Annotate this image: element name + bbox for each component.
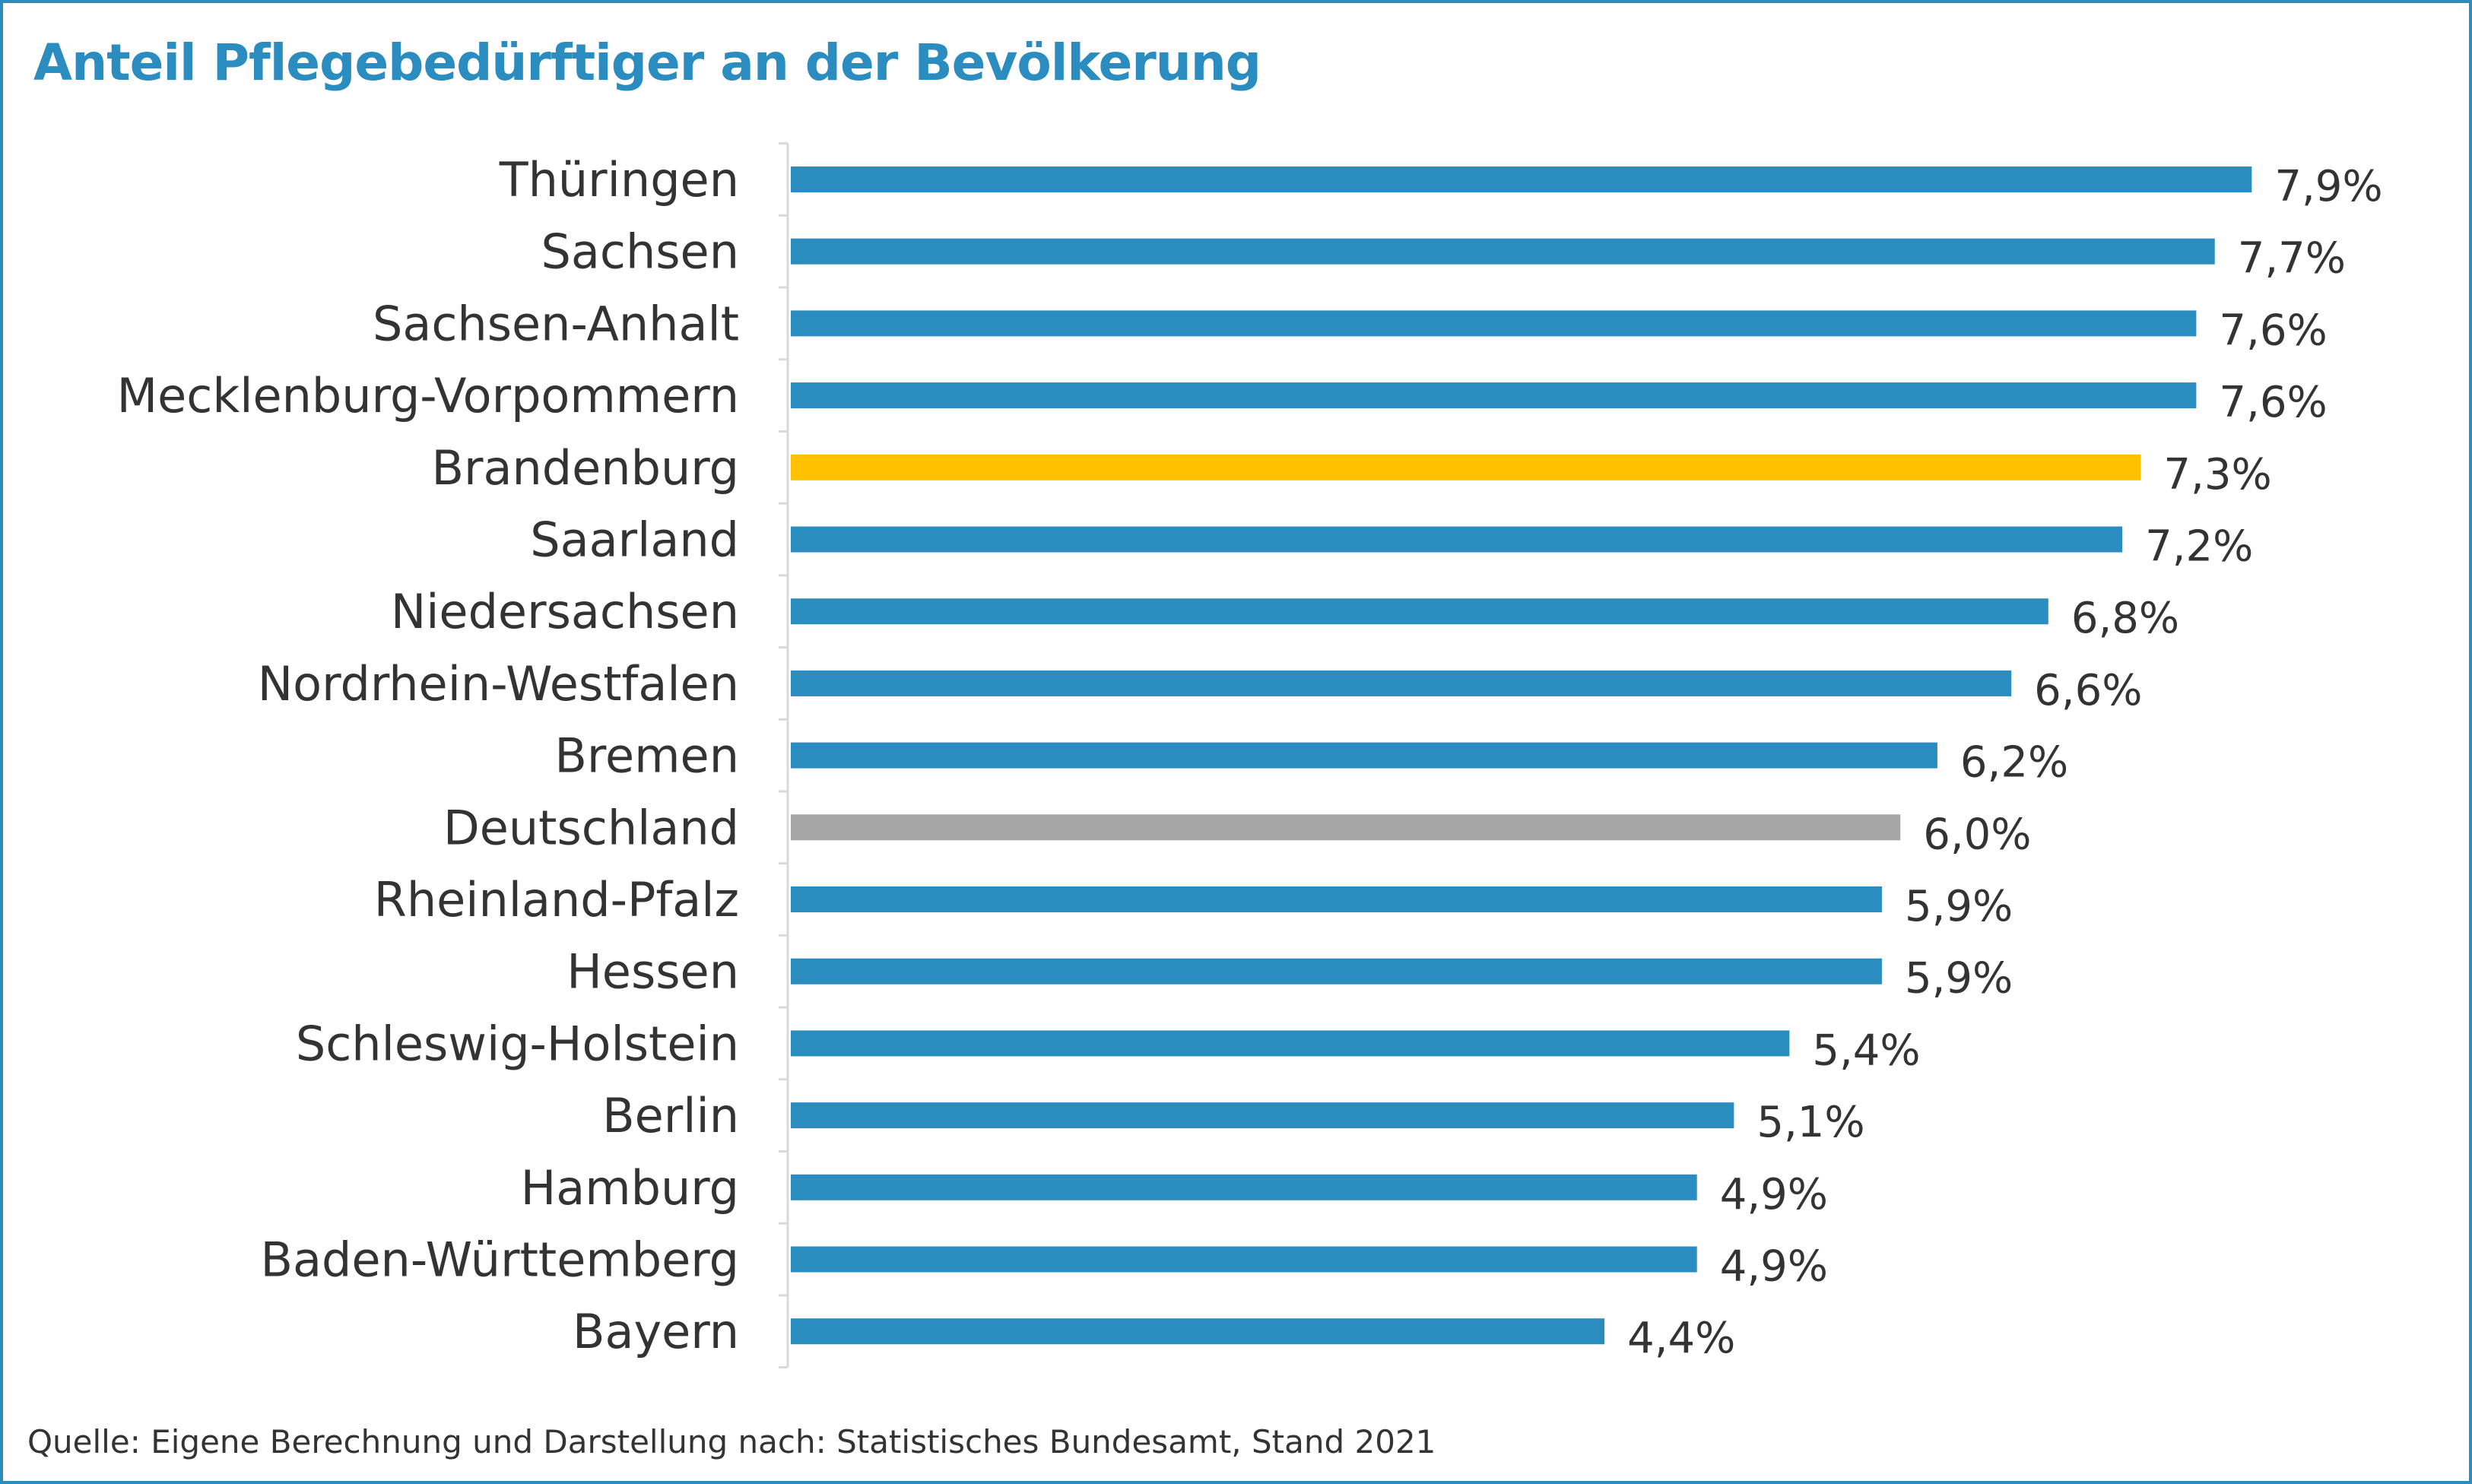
bar <box>791 1030 1790 1057</box>
value-label: 7,7% <box>2238 234 2346 284</box>
bar <box>791 310 2197 337</box>
bar <box>791 382 2197 409</box>
value-label: 4,9% <box>1720 1242 1828 1292</box>
category-label: Thüringen <box>499 152 739 208</box>
category-label: Mecklenburg-Vorpommern <box>117 368 739 423</box>
category-label: Deutschland <box>443 800 739 855</box>
value-label: 7,9% <box>2274 162 2382 211</box>
category-label: Bremen <box>554 728 739 784</box>
value-label: 4,9% <box>1720 1170 1828 1219</box>
bar <box>791 598 2048 625</box>
bar <box>791 1174 1697 1200</box>
value-label: 7,3% <box>2163 450 2271 499</box>
bar <box>791 238 2215 265</box>
category-label: Brandenburg <box>431 440 739 496</box>
category-label: Hamburg <box>521 1160 739 1216</box>
value-label: 6,0% <box>1923 810 2031 859</box>
value-label: 6,6% <box>2034 666 2142 715</box>
category-label: Saarland <box>530 512 739 568</box>
value-label: 5,4% <box>1812 1026 1920 1075</box>
bar <box>791 670 2012 696</box>
chart-title: Anteil Pflegebedürftiger an der Bevölker… <box>33 33 1261 92</box>
bar <box>791 454 2141 480</box>
value-label: 4,4% <box>1627 1314 1735 1363</box>
value-label: 5,9% <box>1905 882 2013 931</box>
category-label: Nordrhein-Westfalen <box>258 656 739 712</box>
category-label: Sachsen-Anhalt <box>373 296 739 351</box>
bar <box>791 1318 1605 1345</box>
value-label: 5,1% <box>1756 1098 1864 1147</box>
value-label: 6,8% <box>2071 594 2179 643</box>
bar <box>791 814 1901 841</box>
category-label: Berlin <box>602 1088 739 1143</box>
bar <box>791 958 1882 985</box>
category-label: Niedersachsen <box>391 584 739 639</box>
bar <box>791 886 1882 912</box>
category-label: Rheinland-Pfalz <box>374 872 739 928</box>
source-note: Quelle: Eigene Berechnung und Darstellun… <box>27 1423 1436 1460</box>
category-label: Schleswig-Holstein <box>296 1016 739 1071</box>
value-label: 6,2% <box>1960 738 2068 788</box>
category-label: Sachsen <box>541 224 739 280</box>
category-label: Bayern <box>573 1304 739 1359</box>
category-label: Hessen <box>566 944 739 1000</box>
category-label: Baden-Württemberg <box>261 1232 739 1288</box>
value-label: 5,9% <box>1905 954 2013 1004</box>
bar <box>791 1246 1697 1273</box>
bar <box>791 526 2123 553</box>
bar <box>791 742 1937 769</box>
bar <box>791 166 2252 192</box>
bar <box>791 1102 1734 1129</box>
value-label: 7,6% <box>2219 378 2327 427</box>
value-label: 7,6% <box>2219 306 2327 355</box>
value-label: 7,2% <box>2145 522 2253 572</box>
